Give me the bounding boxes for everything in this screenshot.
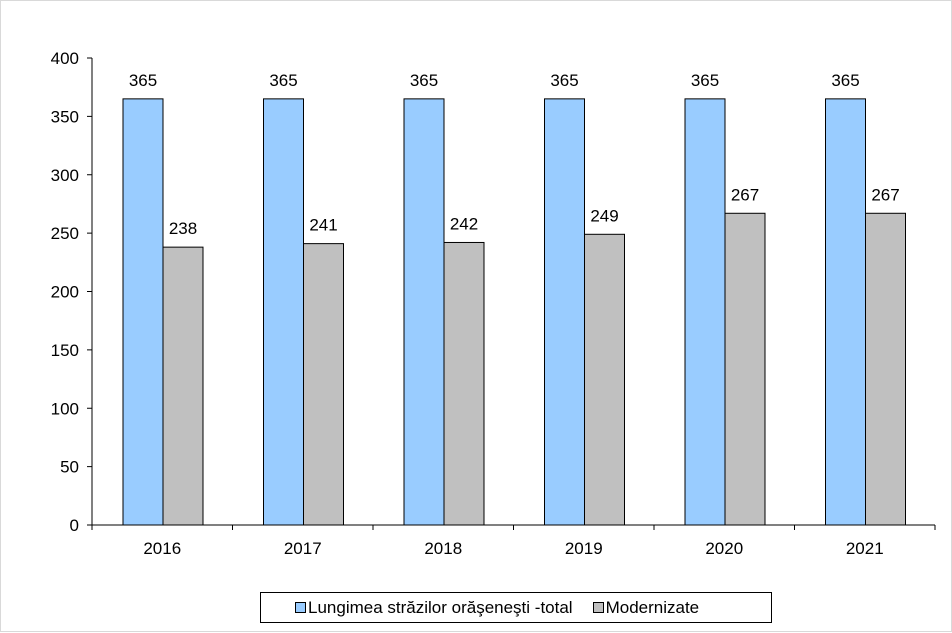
x-tick-label: 2016 — [143, 539, 181, 558]
data-label-total: 365 — [831, 71, 859, 90]
x-tick-label: 2017 — [284, 539, 322, 558]
y-tick-label: 100 — [51, 399, 79, 418]
bar-total — [122, 98, 164, 526]
data-label-modernizate: 238 — [169, 219, 197, 238]
legend: Lungimea străzilor orăşeneşti -total Mod… — [260, 592, 772, 623]
y-tick-label: 0 — [70, 516, 79, 535]
data-label-total: 365 — [129, 71, 157, 90]
legend-label-modernizate: Modernizate — [605, 597, 700, 617]
data-label-modernizate: 267 — [731, 185, 759, 204]
bar-modernizate — [443, 241, 485, 526]
y-tick-label: 200 — [51, 283, 79, 302]
y-tick-label: 250 — [51, 224, 79, 243]
data-label-total: 365 — [691, 71, 719, 90]
data-label-total: 365 — [410, 71, 438, 90]
bar-total — [684, 98, 726, 526]
legend-item-modernizate: Modernizate — [592, 597, 700, 618]
bar-modernizate — [303, 243, 344, 526]
x-tick-label: 2018 — [424, 539, 462, 558]
data-label-modernizate: 242 — [450, 214, 478, 233]
data-label-total: 365 — [550, 71, 578, 90]
bar-modernizate — [724, 212, 766, 526]
bar-total — [403, 98, 445, 526]
y-tick-label: 50 — [60, 458, 79, 477]
data-label-modernizate: 249 — [590, 206, 618, 225]
x-tick-label: 2021 — [846, 539, 884, 558]
data-label-modernizate: 267 — [871, 185, 899, 204]
y-tick-label: 300 — [51, 166, 79, 185]
bar-modernizate — [865, 212, 906, 526]
bar-total — [825, 98, 866, 526]
y-tick-label: 150 — [51, 341, 79, 360]
data-label-total: 365 — [269, 71, 297, 90]
x-tick-label: 2020 — [705, 539, 743, 558]
bar-total — [263, 98, 304, 526]
legend-label-total: Lungimea străzilor orăşeneşti -total — [308, 597, 573, 617]
legend-swatch-total — [295, 602, 306, 613]
bar-modernizate — [584, 233, 625, 526]
y-tick-label: 350 — [51, 107, 79, 126]
bar-total — [544, 98, 585, 526]
legend-swatch-modernizate — [592, 602, 604, 613]
legend-item-total: Lungimea străzilor orăşeneşti -total — [295, 598, 573, 618]
x-tick-label: 2019 — [565, 539, 603, 558]
data-label-modernizate: 241 — [309, 216, 337, 235]
y-tick-label: 400 — [51, 49, 79, 68]
bar-modernizate — [162, 246, 204, 526]
